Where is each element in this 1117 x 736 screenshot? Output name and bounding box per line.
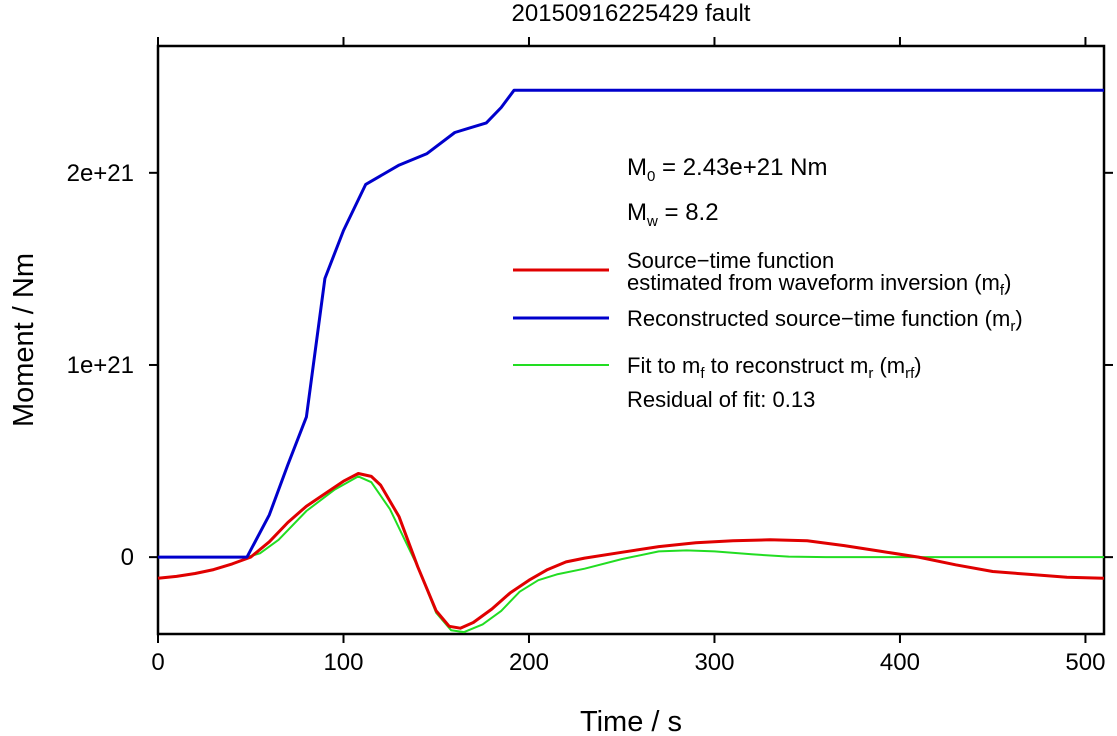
series-line-fit (158, 475, 1104, 634)
chart-title: 20150916225429 fault (512, 0, 751, 27)
legend-label-fit: Fit to mf to reconstruct mr (mrf) (627, 353, 922, 382)
legend-label-source-time-line1: Source−time function (627, 248, 834, 273)
series-line-reconstructed (158, 88, 1104, 559)
legend: Source−time function estimated from wave… (513, 248, 1023, 412)
residual-annotation: Residual of fit: 0.13 (627, 387, 815, 412)
y-tick-label-1: 1e+21 (67, 352, 134, 379)
legend-label-reconstructed: Reconstructed source−time function (mr) (627, 306, 1023, 335)
legend-label-source-time-line2: estimated from waveform inversion (mf) (627, 270, 1011, 299)
m0-annotation: M0 = 2.43e+21 Nm (627, 154, 827, 185)
x-axis: 0 100 200 300 400 500 (151, 37, 1105, 676)
y-tick-label-2: 2e+21 (67, 160, 134, 187)
x-tick-label-400: 400 (880, 649, 920, 676)
mw-annotation: Mw = 8.2 (627, 199, 719, 230)
y-axis: 0 1e+21 2e+21 (67, 160, 1113, 571)
series-group (157, 88, 1105, 634)
x-tick-label-100: 100 (323, 649, 363, 676)
x-tick-label-500: 500 (1065, 649, 1105, 676)
x-tick-label-300: 300 (694, 649, 734, 676)
plot-frame (156, 44, 1106, 636)
y-axis-label: Moment / Nm (8, 253, 40, 427)
y-tick-label-0: 0 (121, 544, 134, 571)
x-tick-label-200: 200 (509, 649, 549, 676)
x-tick-label-0: 0 (151, 649, 164, 676)
x-axis-label: Time / s (580, 706, 682, 736)
series-line-source-time (157, 472, 1105, 630)
